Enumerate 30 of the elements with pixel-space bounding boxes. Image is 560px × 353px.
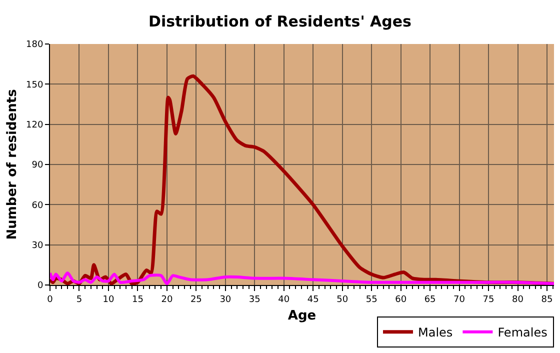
y-tick-label: 30 <box>32 240 44 251</box>
x-tick-label: 45 <box>307 294 319 305</box>
y-tick-label: 0 <box>37 281 44 292</box>
x-tick-label: 10 <box>102 294 114 305</box>
x-tick-label: 25 <box>190 294 202 305</box>
legend-label: Males <box>418 326 453 340</box>
x-tick-label: 70 <box>454 294 466 305</box>
x-tick-label: 75 <box>482 294 494 305</box>
x-tick-label: 20 <box>161 294 173 305</box>
x-axis-title: Age <box>288 308 316 324</box>
x-tick-label: 0 <box>47 294 54 305</box>
x-tick-label: 5 <box>76 294 82 305</box>
x-tick-label: 50 <box>336 294 348 305</box>
x-tick-label: 15 <box>132 294 144 305</box>
y-tick-label: 150 <box>26 80 44 90</box>
x-tick-label: 60 <box>395 294 407 305</box>
legend-label: Females <box>498 326 548 340</box>
y-tick-label: 120 <box>26 120 44 130</box>
y-tick-label: 180 <box>26 40 44 50</box>
x-tick-label: 85 <box>541 294 553 305</box>
y-axis-title: Number of residents <box>4 88 20 240</box>
x-tick-label: 55 <box>366 294 378 305</box>
x-tick-label: 65 <box>424 294 436 305</box>
x-tick-label: 35 <box>248 294 260 305</box>
x-tick-label: 30 <box>220 294 232 305</box>
y-tick-label: 90 <box>32 160 44 171</box>
x-tick-label: 40 <box>278 294 290 305</box>
y-tick-label: 60 <box>32 200 44 211</box>
chart-title: Distribution of Residents' Ages <box>148 12 412 30</box>
x-tick-label: 80 <box>512 294 524 305</box>
